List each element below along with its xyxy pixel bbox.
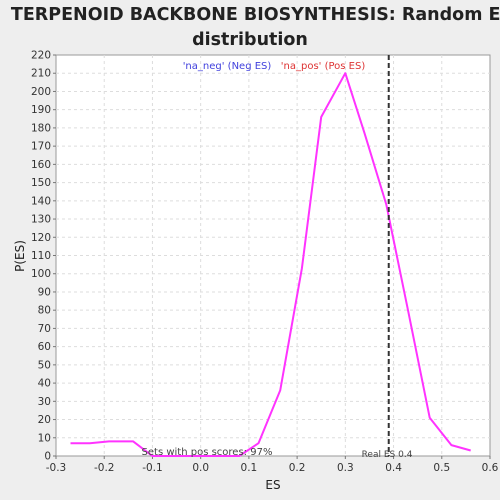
y-tick-label: 180	[31, 122, 51, 134]
y-tick-label: 220	[31, 50, 51, 62]
y-tick-label: 50	[38, 359, 51, 371]
y-tick-label: 110	[31, 250, 51, 262]
x-tick-label: 0.4	[385, 462, 402, 474]
x-tick-label: -0.1	[142, 462, 163, 474]
y-tick-label: 30	[38, 396, 51, 408]
y-tick-label: 10	[38, 432, 51, 444]
chart-title-line-1: TERPENOID BACKBONE BIOSYNTHESIS: Random …	[11, 5, 500, 25]
y-tick-label: 210	[31, 68, 51, 80]
y-tick-label: 70	[38, 323, 51, 335]
x-axis-ticks: -0.3 -0.2 -0.1 0.0 0.1 0.2 0.3 0.4 0.5 0.6	[46, 456, 499, 474]
x-axis-label: ES	[265, 478, 280, 492]
y-tick-label: 40	[38, 378, 51, 390]
y-tick-label: 190	[31, 104, 51, 116]
pos-scores-annotation: Sets with pos scores: 97%	[142, 447, 273, 458]
grid-lines	[56, 55, 490, 456]
y-tick-label: 200	[31, 86, 51, 98]
real-es-annotation: Real ES 0.4	[362, 450, 413, 460]
series-layer	[70, 72, 471, 457]
x-tick-label: 0.1	[241, 462, 258, 474]
y-axis-label: P(ES)	[13, 240, 27, 272]
legend-pos-es: 'na_pos' (Pos ES)	[281, 61, 366, 72]
y-tick-label: 120	[31, 232, 51, 244]
y-tick-label: 80	[38, 305, 51, 317]
legend-neg-es: 'na_neg' (Neg ES)	[183, 61, 272, 72]
y-tick-label: 0	[44, 451, 51, 463]
y-tick-label: 90	[38, 286, 51, 298]
x-tick-label: 0.2	[289, 462, 306, 474]
x-tick-label: 0.0	[192, 462, 209, 474]
y-tick-label: 60	[38, 341, 51, 353]
x-tick-label: -0.2	[94, 462, 115, 474]
series-line	[70, 72, 471, 457]
x-tick-label: -0.3	[46, 462, 67, 474]
y-tick-label: 20	[38, 414, 51, 426]
chart-title-line-2: distribution	[192, 30, 308, 50]
x-tick-label: 0.5	[433, 462, 450, 474]
y-axis-ticks: 0 10 20 30 40 50 60 70 80 90 100 110 120 130 140 150 160…	[31, 50, 56, 463]
x-tick-label: 0.3	[337, 462, 354, 474]
y-tick-label: 130	[31, 214, 51, 226]
y-tick-label: 100	[31, 268, 51, 280]
x-tick-label: 0.6	[482, 462, 499, 474]
y-tick-label: 160	[31, 159, 51, 171]
y-tick-label: 170	[31, 141, 51, 153]
y-tick-label: 150	[31, 177, 51, 189]
y-tick-label: 140	[31, 195, 51, 207]
